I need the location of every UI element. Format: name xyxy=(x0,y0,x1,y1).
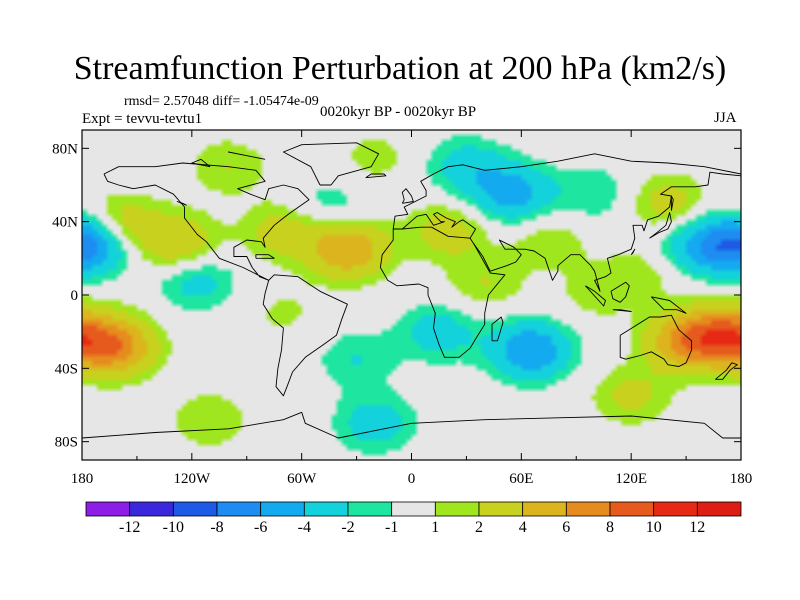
colorbar-box xyxy=(391,501,436,517)
y-tick-label: 0 xyxy=(71,288,79,304)
x-tick-label: 120W xyxy=(173,471,211,487)
coastlines xyxy=(81,142,742,439)
colorbar-box xyxy=(216,501,262,517)
coastline xyxy=(176,201,187,206)
chart-title: Streamfunction Perturbation at 200 hPa (… xyxy=(73,50,727,87)
colorbar-box xyxy=(609,501,655,517)
colorbar-label: -12 xyxy=(119,519,140,536)
coastline xyxy=(282,142,380,186)
colorbar-box xyxy=(129,501,174,517)
coastline xyxy=(81,411,741,439)
colorbar-label: 6 xyxy=(562,519,570,536)
colorbar-label: 4 xyxy=(519,519,527,536)
y-tick-label: 80S xyxy=(55,435,78,451)
coastline xyxy=(262,274,348,397)
colorbar-box xyxy=(522,501,567,517)
colorbar-label: 2 xyxy=(475,519,483,536)
colorbar-box xyxy=(303,501,349,517)
colorbar-label: 8 xyxy=(606,519,614,536)
colorbar-label: 10 xyxy=(646,519,662,536)
stats-label: rmsd= 2.57048 diff= -1.05474e-09 xyxy=(124,94,319,109)
coastline xyxy=(610,281,630,303)
coastline xyxy=(619,314,693,367)
y-tick-label: 80N xyxy=(52,141,78,157)
coastline xyxy=(227,151,266,160)
colorbar-box xyxy=(696,501,742,517)
coastline xyxy=(103,162,310,281)
contour-field xyxy=(82,130,741,460)
colorbar-label: -6 xyxy=(254,519,267,536)
coastline xyxy=(585,285,606,307)
colorbar-label: -4 xyxy=(298,519,311,536)
x-tick-label: 60E xyxy=(509,471,533,487)
colorbar-box xyxy=(260,501,305,517)
coastline xyxy=(630,248,636,256)
x-tick-label: 60W xyxy=(287,471,317,487)
colorbar-label: -1 xyxy=(385,519,398,536)
coastline xyxy=(612,309,632,312)
coastline xyxy=(379,226,506,358)
coastline xyxy=(191,158,211,168)
y-tick-label: 40N xyxy=(52,215,78,231)
colorbar-box xyxy=(565,501,611,517)
colorbar-label: -2 xyxy=(341,519,354,536)
coastline xyxy=(670,195,674,211)
colorbar-box xyxy=(434,501,480,517)
colorbar-box xyxy=(653,501,698,517)
colorbar-box xyxy=(85,501,131,517)
y-tick-label: 40S xyxy=(55,361,78,377)
coastline xyxy=(649,212,672,239)
colorbar-box xyxy=(172,501,218,517)
coastline xyxy=(491,316,504,342)
season-label: JJA xyxy=(714,110,737,126)
coastline xyxy=(402,212,477,239)
colorbar-label: -10 xyxy=(163,519,184,536)
x-tick-label: 120E xyxy=(615,471,647,487)
coastline xyxy=(715,362,738,380)
x-tick-label: 180 xyxy=(730,471,753,487)
experiment-label: Expt = tevvu-tevtu1 xyxy=(82,111,203,127)
colorbar-box xyxy=(478,501,524,517)
coastline xyxy=(365,173,387,179)
colorbar-label: 1 xyxy=(431,519,439,536)
colorbar-box xyxy=(347,501,393,517)
coastline xyxy=(392,153,742,230)
period-label: 0020kyr BP - 0020kyr BP xyxy=(320,104,477,120)
x-tick-label: 180 xyxy=(71,471,94,487)
colorbar-label: -8 xyxy=(210,519,223,536)
coastline xyxy=(401,188,414,204)
coastline xyxy=(650,296,687,314)
coastline xyxy=(255,254,275,259)
colorbar-label: 12 xyxy=(689,519,705,536)
x-tick-label: 0 xyxy=(408,471,416,487)
